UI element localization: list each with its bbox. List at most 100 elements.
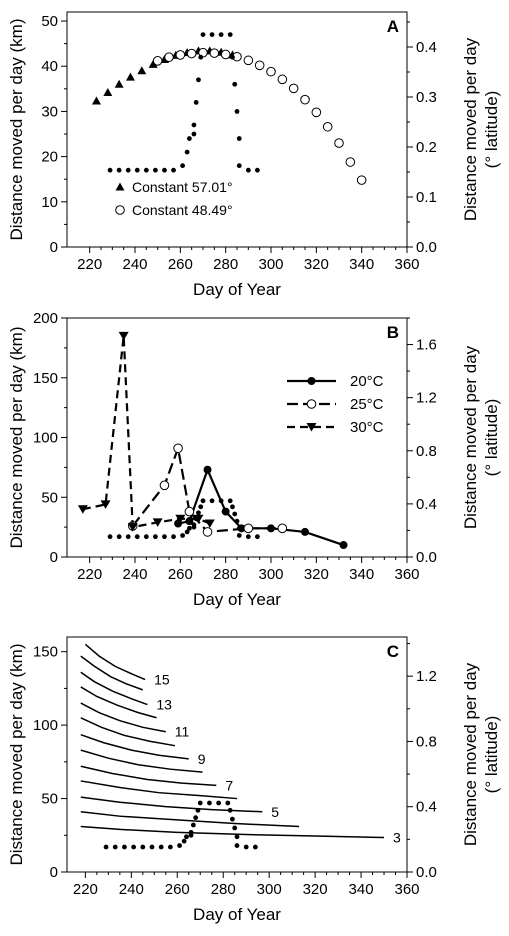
series-dotted-reference-point xyxy=(198,54,204,60)
series-constant-48-49--point xyxy=(277,74,288,85)
series-constant-48-49--point xyxy=(334,138,344,148)
series-curve-1-line xyxy=(80,811,300,828)
series-constant-48-49--point xyxy=(186,48,197,59)
series-constant-48-49--point xyxy=(356,175,367,185)
y-tick-label: 200 xyxy=(33,310,58,327)
series-dotted-reference-point xyxy=(143,167,149,173)
series-dotted-reference-point xyxy=(232,825,238,831)
series-dotted-reference-point xyxy=(243,844,249,850)
legend-label: Constant 48.49° xyxy=(132,202,233,218)
series-25-c-point xyxy=(159,480,170,491)
series-curve-11-line xyxy=(80,655,144,691)
series-dotted-reference-point xyxy=(191,522,197,528)
series-constant-48-49--point xyxy=(254,60,265,71)
legend-label: Constant 57.01° xyxy=(132,179,233,195)
x-tick-label: 240 xyxy=(122,566,147,583)
series-curve-2-line xyxy=(80,796,263,813)
series-dotted-reference-point xyxy=(193,516,199,522)
panel-c-frame xyxy=(66,636,408,873)
series-dotted-reference-point xyxy=(149,844,155,850)
series-curve-4-line xyxy=(80,765,217,787)
series-dotted-reference-point xyxy=(218,32,224,37)
series-curve-5-line xyxy=(80,749,203,773)
series-dotted-reference-point xyxy=(131,844,137,850)
y2-axis-title-units: (° latitude) xyxy=(482,91,501,169)
series-dotted-reference-point xyxy=(230,54,235,60)
legend-label: 30°C xyxy=(350,419,384,436)
x-tick-label: 240 xyxy=(119,881,144,898)
series-20-c-point xyxy=(301,527,309,536)
series-dotted-reference-point xyxy=(200,498,206,504)
legend-label: 25°C xyxy=(350,396,384,413)
y2-axis-title-units: (° latitude) xyxy=(482,399,501,477)
series-dotted-reference-point xyxy=(187,525,192,531)
x-tick-label: 240 xyxy=(122,256,147,273)
series-dotted-reference-point xyxy=(234,834,240,840)
series-dotted-reference-point xyxy=(162,534,167,540)
series-dotted-reference-point xyxy=(227,807,233,813)
x-tick-label: 340 xyxy=(349,256,374,273)
series-constant-57-01--point xyxy=(148,59,158,68)
y-tick-label: 100 xyxy=(33,430,58,447)
series-curve-6-line xyxy=(80,733,189,760)
curve-label: 3 xyxy=(393,829,401,845)
series-dotted-reference-point xyxy=(236,525,242,531)
x-tick-label: 280 xyxy=(211,881,236,898)
x-tick-label: 320 xyxy=(304,566,329,583)
x-tick-label: 220 xyxy=(73,881,98,898)
series-dotted-reference-point xyxy=(191,122,197,128)
x-tick-label: 300 xyxy=(258,256,283,273)
curve-label: 11 xyxy=(175,724,190,740)
series-dotted-reference-point xyxy=(116,167,122,173)
x-tick-label: 280 xyxy=(213,566,238,583)
series-constant-48-49--point xyxy=(164,52,174,62)
x-tick-label: 300 xyxy=(258,566,283,583)
legend-marker xyxy=(306,399,317,409)
x-tick-label: 360 xyxy=(394,256,419,273)
y2-tick-label: 0.8 xyxy=(416,443,437,460)
y2-tick-label: 0.3 xyxy=(416,89,437,106)
y2-tick-label: 0.1 xyxy=(416,189,437,206)
panel-letter: C xyxy=(387,642,399,661)
x-tick-label: 320 xyxy=(303,881,328,898)
series-30-c-point xyxy=(127,523,138,532)
series-dotted-reference-point xyxy=(122,844,127,850)
series-constant-57-01--point xyxy=(91,96,101,105)
series-dotted-reference-point xyxy=(216,800,222,806)
y2-axis-title: Distance moved per day xyxy=(461,37,480,221)
series-dotted-reference-point xyxy=(143,534,149,540)
series-dotted-reference-point xyxy=(193,99,199,105)
curve-label: 15 xyxy=(154,672,170,688)
panel-letter: B xyxy=(387,323,399,342)
series-dotted-reference-point xyxy=(107,167,113,173)
series-dotted-reference-point xyxy=(184,529,190,535)
series-dotted-reference-point xyxy=(252,844,258,850)
legend-marker xyxy=(307,377,316,385)
series-constant-48-49--point xyxy=(175,50,186,60)
legend-label: 20°C xyxy=(350,373,384,390)
curve-label: 13 xyxy=(156,697,172,713)
y2-tick-label: 0.4 xyxy=(416,799,437,816)
series-dotted-reference-point xyxy=(190,822,196,828)
y2-tick-label: 1.6 xyxy=(416,337,437,354)
series-dotted-reference-point xyxy=(200,32,206,37)
series-dotted-reference-point xyxy=(245,534,251,540)
series-curve-8-line xyxy=(80,702,166,733)
series-25-c-point xyxy=(173,443,183,454)
y2-axis-title: Distance moved per day xyxy=(461,662,480,846)
series-dotted-reference-point xyxy=(218,498,224,504)
y2-tick-label: 0.2 xyxy=(416,139,437,156)
series-20-c-point xyxy=(203,465,212,474)
x-tick-label: 360 xyxy=(394,566,419,583)
x-tick-label: 220 xyxy=(77,566,102,583)
series-dotted-reference-point xyxy=(255,534,260,540)
y-axis-title: Distance moved per day (km) xyxy=(7,18,26,240)
y-tick-label: 0 xyxy=(50,549,58,566)
series-curve-10-line xyxy=(80,671,148,706)
y-tick-label: 30 xyxy=(41,103,58,120)
series-dotted-reference-point xyxy=(232,511,238,517)
series-20-c-point xyxy=(339,541,348,550)
series-constant-48-49--point xyxy=(311,107,322,118)
series-dotted-reference-point xyxy=(255,167,260,173)
series-dotted-reference-point xyxy=(134,167,140,173)
